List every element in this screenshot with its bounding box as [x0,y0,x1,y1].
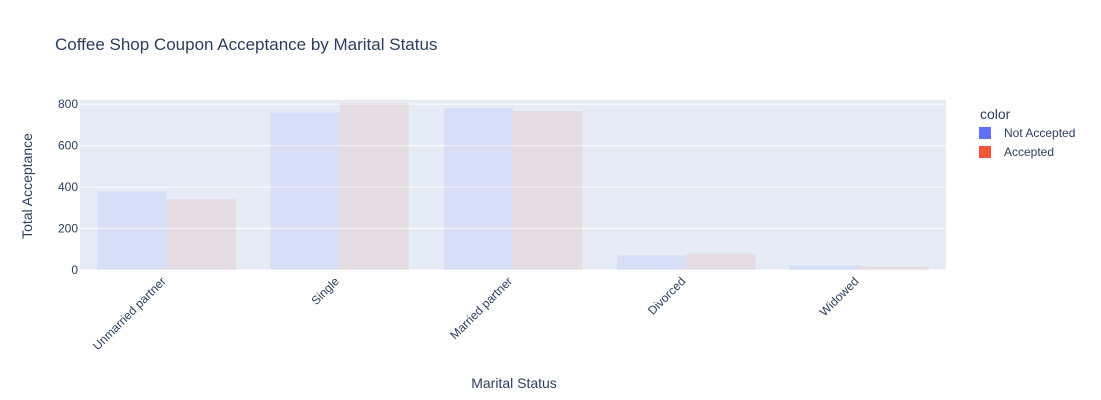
legend-swatch [979,127,991,139]
legend-item-not-accepted[interactable]: Not Accepted [979,126,1075,140]
legend: color Not Accepted Accepted [979,106,1075,159]
y-tick-labels: 0 200 400 600 800 [58,97,78,277]
y-tick-label: 0 [71,263,78,277]
bar-not-accepted-divorced [616,255,687,270]
bar-accepted-single [339,103,410,270]
y-axis-title: Total Acceptance [19,133,35,239]
x-tick-label-married-partner: Married partner [447,274,515,342]
bar-accepted-married-partner [513,111,583,270]
bar-accepted-unmarried-partner [166,199,236,270]
legend-label: Accepted [1004,145,1054,159]
bar-not-accepted-widowed [790,265,860,270]
chart-title: Coffee Shop Coupon Acceptance by Marital… [55,35,437,54]
legend-label: Not Accepted [1004,126,1075,140]
x-tick-label-unmarried-partner: Unmarried partner [90,274,169,353]
x-tick-labels: Unmarried partner Single Married partner Di… [90,274,862,353]
x-tick-label-divorced: Divorced [645,274,688,317]
legend-items: Not Accepted Accepted [979,126,1075,159]
y-tick-label: 600 [58,139,78,153]
legend-title: color [980,106,1011,122]
legend-swatch [979,146,991,158]
bar-not-accepted-married-partner [443,108,513,271]
x-tick-label-widowed: Widowed [817,274,862,319]
y-tick-label: 400 [58,180,78,194]
bar-accepted-widowed [859,266,929,270]
legend-item-accepted[interactable]: Accepted [979,145,1054,159]
gridlines [80,103,946,271]
bar-not-accepted-single [270,112,340,271]
y-tick-label: 200 [58,222,78,236]
bar-accepted-divorced [686,253,756,270]
bars [97,103,929,271]
bar-not-accepted-unmarried-partner [97,191,167,270]
y-tick-label: 800 [58,97,78,111]
x-axis-title: Marital Status [471,375,557,391]
x-tick-label-single: Single [308,274,342,308]
plot-area [80,100,946,270]
